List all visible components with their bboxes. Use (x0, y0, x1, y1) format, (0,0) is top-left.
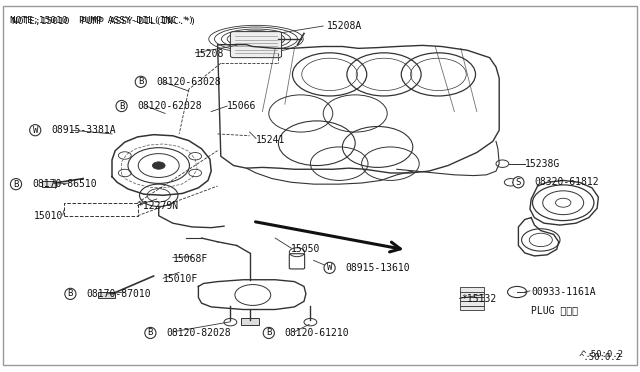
Text: *15132: *15132 (461, 295, 496, 304)
Text: 08170-87010: 08170-87010 (86, 289, 151, 299)
FancyBboxPatch shape (460, 301, 484, 306)
Text: NOTE;15010  PUMP ASSY-DIL(INC.*): NOTE;15010 PUMP ASSY-DIL(INC.*) (10, 16, 193, 25)
Text: NOTE;15010  PUMP ASSY-DIL(INC.*): NOTE;15010 PUMP ASSY-DIL(INC.*) (12, 17, 196, 26)
Text: 15010: 15010 (34, 211, 63, 221)
FancyBboxPatch shape (460, 292, 484, 297)
Text: 08120-82028: 08120-82028 (166, 328, 231, 338)
Text: PLUG プラグ: PLUG プラグ (531, 306, 578, 315)
Text: 08915-3381A: 08915-3381A (51, 125, 116, 135)
Text: ^.50:0.2: ^.50:0.2 (581, 350, 624, 359)
FancyBboxPatch shape (241, 318, 259, 325)
FancyBboxPatch shape (3, 6, 637, 365)
Text: 00933-1161A: 00933-1161A (531, 287, 596, 297)
FancyBboxPatch shape (289, 254, 305, 269)
Text: *12279N: *12279N (138, 202, 179, 211)
Text: 15050: 15050 (291, 244, 321, 254)
Text: B: B (266, 328, 271, 337)
FancyBboxPatch shape (460, 297, 484, 301)
Text: 08915-13610: 08915-13610 (346, 263, 410, 273)
Text: S: S (516, 178, 521, 187)
Text: 15241: 15241 (256, 135, 285, 144)
Text: B: B (13, 180, 19, 189)
Text: W: W (33, 126, 38, 135)
Text: 08120-62028: 08120-62028 (138, 101, 202, 111)
Text: 15066: 15066 (227, 101, 257, 111)
Text: B: B (119, 102, 124, 110)
Text: 08320-61812: 08320-61812 (534, 177, 599, 187)
Circle shape (152, 162, 165, 169)
Text: 15208: 15208 (195, 49, 225, 59)
Text: B: B (138, 77, 143, 86)
Text: 15068F: 15068F (173, 254, 208, 263)
Text: 15238G: 15238G (525, 159, 560, 169)
FancyBboxPatch shape (230, 32, 282, 58)
FancyBboxPatch shape (42, 181, 56, 187)
Text: 08120-61210: 08120-61210 (285, 328, 349, 338)
Text: B: B (148, 328, 153, 337)
Text: W: W (327, 263, 332, 272)
Text: 15208A: 15208A (326, 21, 362, 31)
FancyBboxPatch shape (460, 306, 484, 310)
Text: 08170-86510: 08170-86510 (32, 179, 97, 189)
Text: 08120-63028: 08120-63028 (157, 77, 221, 87)
Text: 15010F: 15010F (163, 274, 198, 284)
Text: ^.50:0.2: ^.50:0.2 (579, 353, 622, 362)
FancyBboxPatch shape (98, 292, 115, 298)
FancyBboxPatch shape (460, 287, 484, 293)
Text: B: B (68, 289, 73, 298)
